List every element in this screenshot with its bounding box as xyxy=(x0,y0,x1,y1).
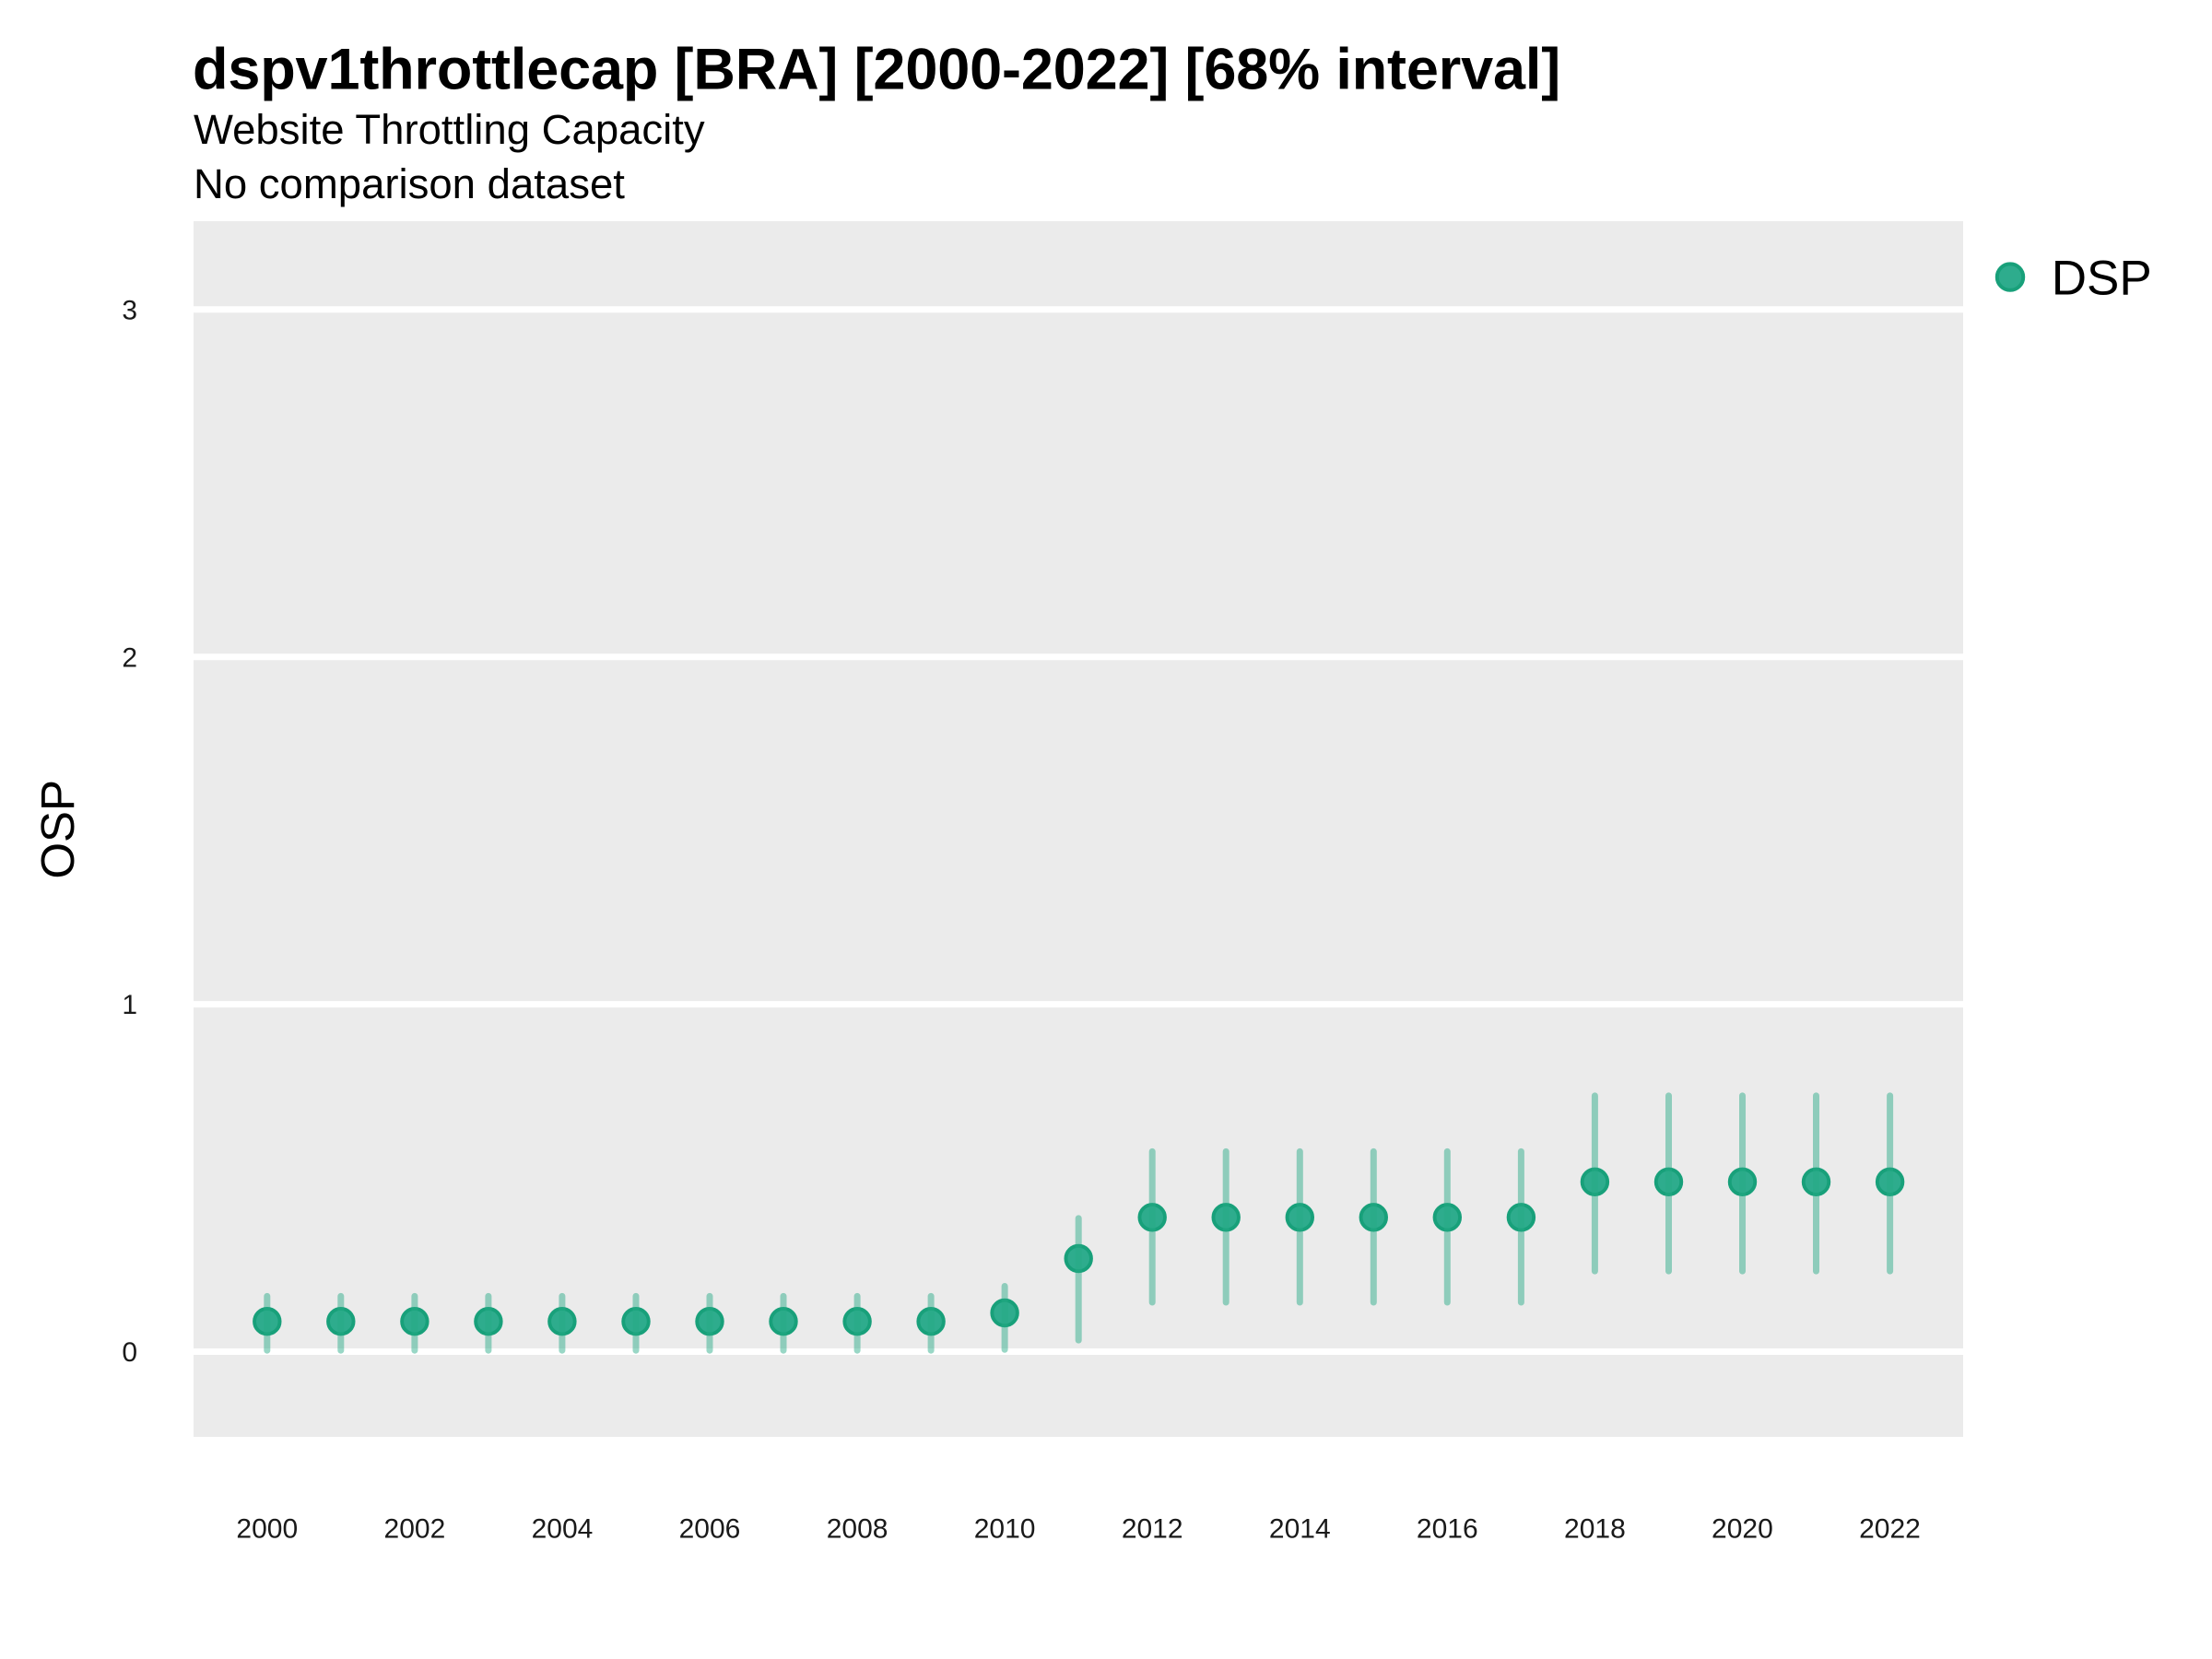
svg-text:3: 3 xyxy=(122,295,137,325)
svg-text:DSP: DSP xyxy=(2052,252,2152,306)
svg-text:2010: 2010 xyxy=(974,1513,1036,1544)
svg-text:2014: 2014 xyxy=(1269,1513,1331,1544)
svg-text:2: 2 xyxy=(122,642,137,673)
svg-text:No comparison dataset: No comparison dataset xyxy=(194,160,625,207)
svg-text:2018: 2018 xyxy=(1564,1513,1626,1544)
svg-text:2004: 2004 xyxy=(532,1513,594,1544)
svg-text:2022: 2022 xyxy=(1859,1513,1921,1544)
svg-text:OSP: OSP xyxy=(31,780,84,879)
svg-text:2008: 2008 xyxy=(827,1513,888,1544)
svg-text:dspv1throttlecap [BRA] [2000-2: dspv1throttlecap [BRA] [2000-2022] [68% … xyxy=(193,38,1560,102)
svg-text:2002: 2002 xyxy=(384,1513,446,1544)
svg-text:0: 0 xyxy=(122,1337,137,1368)
svg-text:2006: 2006 xyxy=(679,1513,741,1544)
svg-text:2020: 2020 xyxy=(1712,1513,1773,1544)
svg-text:Website Throttling Capacity: Website Throttling Capacity xyxy=(194,106,705,153)
svg-text:2012: 2012 xyxy=(1122,1513,1183,1544)
svg-text:2000: 2000 xyxy=(236,1513,298,1544)
svg-text:2016: 2016 xyxy=(1417,1513,1478,1544)
svg-text:1: 1 xyxy=(122,990,137,1020)
